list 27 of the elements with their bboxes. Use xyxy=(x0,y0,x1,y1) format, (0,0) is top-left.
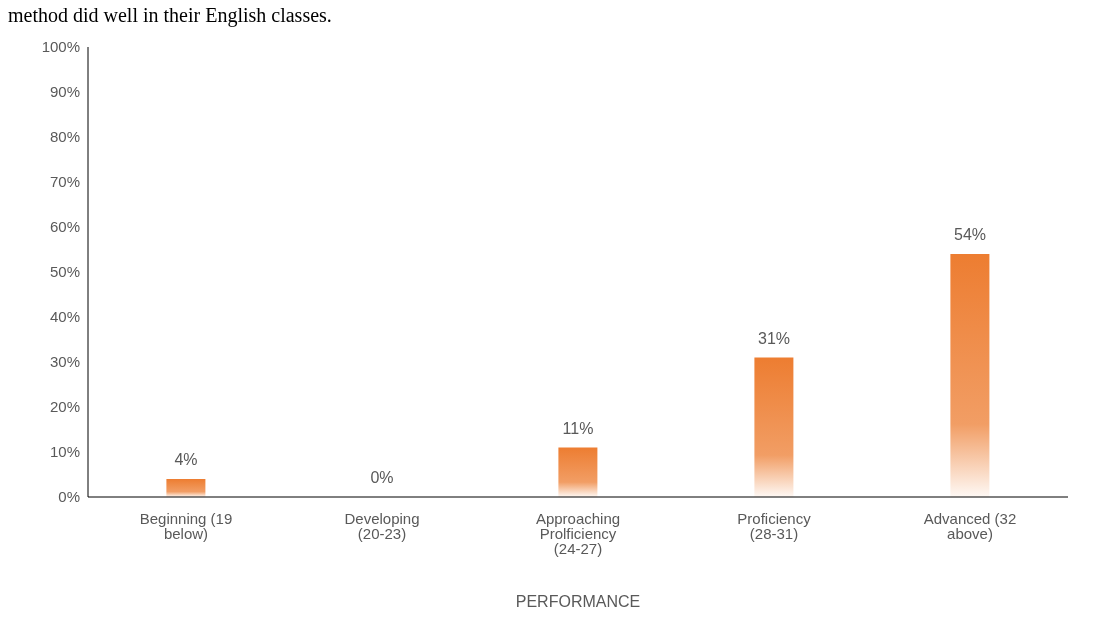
y-tick-label: 90% xyxy=(49,83,80,101)
x-tick-label: Beginning (19 below) xyxy=(139,509,233,542)
y-tick-label: 40% xyxy=(49,308,80,326)
x-tick-label: Approaching Prolficiency (24-27) xyxy=(535,509,621,557)
y-tick-label: 100% xyxy=(41,38,80,56)
y-tick-label: 0% xyxy=(58,488,80,506)
y-tick-label: 70% xyxy=(49,173,80,191)
x-axis-title: PERFORMANCE xyxy=(515,593,641,610)
x-tick-label: Developing (20-23) xyxy=(344,509,420,542)
y-tick-label: 20% xyxy=(49,398,80,416)
data-label: 4% xyxy=(174,451,198,468)
x-tick-label: Advanced (32 above) xyxy=(923,509,1017,542)
data-label: 11% xyxy=(562,419,594,437)
y-tick-label: 30% xyxy=(49,353,80,371)
bar xyxy=(754,357,794,497)
x-tick-label: Proficiency (28-31) xyxy=(737,509,812,542)
text: method did well in their English classes. xyxy=(8,4,333,27)
bar xyxy=(166,479,206,497)
data-label: 0% xyxy=(370,469,394,486)
bar xyxy=(950,254,990,497)
data-label: 31% xyxy=(757,329,791,347)
y-tick-label: 80% xyxy=(49,128,80,146)
y-tick-label: 10% xyxy=(49,443,80,461)
bar xyxy=(558,447,598,497)
y-tick-label: 50% xyxy=(49,263,80,281)
y-tick-label: 60% xyxy=(49,218,80,236)
data-label: 54% xyxy=(953,226,987,243)
